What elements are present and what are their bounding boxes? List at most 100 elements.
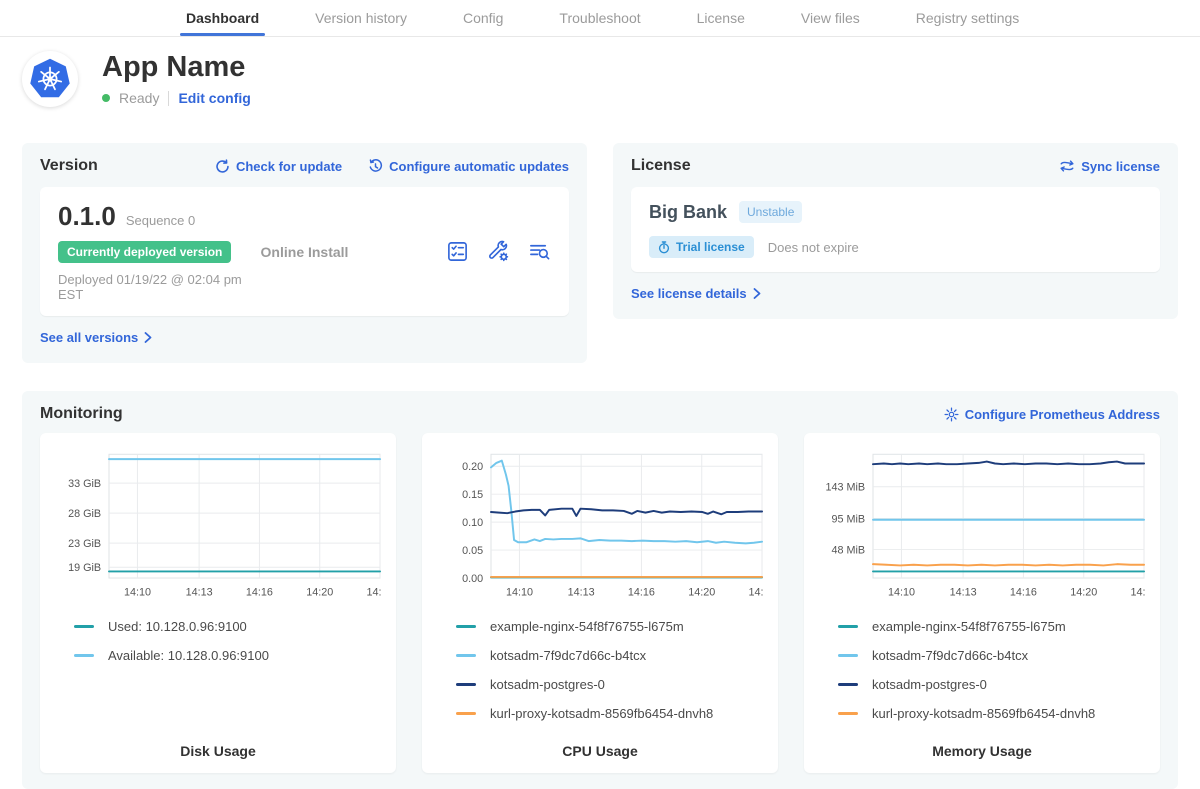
svg-text:14:13: 14:13 (950, 587, 977, 599)
svg-text:14:10: 14:10 (124, 587, 151, 599)
legend-label: kurl-proxy-kotsadm-8569fb6454-dnvh8 (490, 706, 713, 721)
svg-text:14:13: 14:13 (186, 587, 213, 599)
svg-text:14:20: 14:20 (306, 587, 333, 599)
sync-license-button[interactable]: Sync license (1059, 159, 1160, 174)
schedule-update-icon (368, 159, 383, 174)
legend-swatch (74, 654, 94, 657)
configure-automatic-updates-button[interactable]: Configure automatic updates (368, 159, 569, 174)
see-license-details-link[interactable]: See license details (631, 286, 761, 301)
legend-item: kurl-proxy-kotsadm-8569fb6454-dnvh8 (456, 706, 764, 721)
tab-view-files[interactable]: View files (801, 0, 860, 36)
legend-label: kotsadm-7f9dc7d66c-b4tcx (490, 648, 646, 663)
svg-text:0.20: 0.20 (462, 461, 483, 473)
logs-search-icon[interactable] (528, 240, 551, 263)
see-all-versions-link[interactable]: See all versions (40, 330, 152, 345)
svg-text:95 MiB: 95 MiB (832, 513, 866, 525)
deployed-timestamp: Deployed 01/19/22 @ 02:04 pm EST (58, 272, 261, 302)
legend-swatch (838, 712, 858, 715)
sequence-label: Sequence 0 (126, 213, 195, 228)
legend-label: kotsadm-postgres-0 (872, 677, 987, 692)
memory-usage-panel: 48 MiB95 MiB143 MiB14:1014:1314:1614:201… (804, 433, 1160, 773)
wrench-gear-icon[interactable] (487, 240, 510, 263)
divider (168, 91, 169, 106)
cpu-usage-legend: example-nginx-54f8f76755-l675m kotsadm-7f… (436, 619, 764, 721)
svg-text:23 GiB: 23 GiB (68, 538, 101, 550)
app-logo (22, 51, 78, 107)
cpu-usage-chart: 0.000.050.100.150.2014:1014:1314:1614:20… (436, 445, 764, 603)
top-nav: Dashboard Version history Config Trouble… (0, 0, 1200, 37)
version-card-title: Version (40, 157, 98, 175)
legend-label: example-nginx-54f8f76755-l675m (872, 619, 1066, 634)
legend-label: Used: 10.128.0.96:9100 (108, 619, 247, 634)
check-for-update-button[interactable]: Check for update (215, 159, 342, 174)
tab-version-history[interactable]: Version history (315, 0, 407, 36)
status-badge: Ready (119, 90, 159, 106)
svg-text:14:16: 14:16 (628, 587, 655, 599)
svg-text:14:20: 14:20 (688, 587, 715, 599)
legend-item: Used: 10.128.0.96:9100 (74, 619, 382, 634)
refresh-icon (215, 159, 230, 174)
svg-text:14:10: 14:10 (888, 587, 915, 599)
channel-badge: Unstable (739, 201, 802, 223)
legend-label: example-nginx-54f8f76755-l675m (490, 619, 684, 634)
legend-item: example-nginx-54f8f76755-l675m (456, 619, 764, 634)
legend-swatch (456, 712, 476, 715)
disk-usage-panel: 19 GiB 23 GiB 28 GiB 33 GiB 14:10 14:13 14:16 1… (40, 433, 396, 773)
disk-usage-chart: 19 GiB 23 GiB 28 GiB 33 GiB 14:10 14:13 14:16 1… (54, 445, 382, 603)
stopwatch-icon (658, 241, 670, 254)
status-dot (102, 94, 110, 102)
sync-arrows-icon (1059, 159, 1075, 173)
legend-label: kurl-proxy-kotsadm-8569fb6454-dnvh8 (872, 706, 1095, 721)
configure-prometheus-button[interactable]: Configure Prometheus Address (944, 407, 1160, 422)
svg-text:0.00: 0.00 (462, 573, 483, 585)
svg-text:14:23: 14:23 (749, 587, 764, 599)
gear-icon (944, 407, 959, 422)
svg-text:14:23: 14:23 (367, 587, 382, 599)
disk-usage-legend: Used: 10.128.0.96:9100 Available: 10.128.… (54, 619, 382, 663)
memory-usage-chart: 48 MiB95 MiB143 MiB14:1014:1314:1614:201… (818, 445, 1146, 603)
monitoring-card: Monitoring Configure Prometheus Address … (22, 391, 1178, 789)
license-details-panel: Big Bank Unstable Trial license Does not… (631, 187, 1160, 272)
tab-license[interactable]: License (697, 0, 745, 36)
svg-text:33 GiB: 33 GiB (68, 478, 101, 490)
version-number: 0.1.0 (58, 201, 116, 232)
svg-text:14:16: 14:16 (1010, 587, 1037, 599)
svg-text:14:16: 14:16 (246, 587, 273, 599)
kubernetes-icon (28, 57, 72, 101)
memory-usage-legend: example-nginx-54f8f76755-l675m kotsadm-7f… (818, 619, 1146, 721)
deployed-badge: Currently deployed version (58, 241, 231, 263)
svg-text:0.05: 0.05 (462, 545, 483, 557)
chevron-right-icon (144, 332, 152, 343)
svg-text:48 MiB: 48 MiB (832, 544, 866, 556)
legend-item: Available: 10.128.0.96:9100 (74, 648, 382, 663)
svg-text:14:23: 14:23 (1131, 587, 1146, 599)
legend-item: example-nginx-54f8f76755-l675m (838, 619, 1146, 634)
license-card: License Sync license Big Bank Unstable (613, 143, 1178, 319)
legend-item: kotsadm-7f9dc7d66c-b4tcx (838, 648, 1146, 663)
current-version-panel: 0.1.0 Sequence 0 Currently deployed vers… (40, 187, 569, 316)
tab-troubleshoot[interactable]: Troubleshoot (559, 0, 640, 36)
svg-text:19 GiB: 19 GiB (68, 562, 101, 574)
checklist-icon[interactable] (446, 240, 469, 263)
svg-text:0.10: 0.10 (462, 517, 483, 529)
edit-config-link[interactable]: Edit config (178, 90, 250, 106)
version-card: Version Check for update Configure au (22, 143, 587, 363)
tab-dashboard[interactable]: Dashboard (186, 0, 259, 36)
svg-text:143 MiB: 143 MiB (826, 482, 866, 494)
legend-item: kurl-proxy-kotsadm-8569fb6454-dnvh8 (838, 706, 1146, 721)
legend-item: kotsadm-postgres-0 (838, 677, 1146, 692)
tab-registry-settings[interactable]: Registry settings (916, 0, 1019, 36)
legend-swatch (74, 625, 94, 628)
tab-config[interactable]: Config (463, 0, 503, 36)
legend-swatch (838, 654, 858, 657)
svg-text:0.15: 0.15 (462, 489, 483, 501)
legend-label: Available: 10.128.0.96:9100 (108, 648, 269, 663)
cpu-usage-panel: 0.000.050.100.150.2014:1014:1314:1614:20… (422, 433, 778, 773)
legend-swatch (838, 625, 858, 628)
expiry-text: Does not expire (768, 240, 859, 255)
license-card-title: License (631, 157, 691, 175)
legend-item: kotsadm-postgres-0 (456, 677, 764, 692)
svg-text:28 GiB: 28 GiB (68, 508, 101, 520)
svg-text:14:10: 14:10 (506, 587, 533, 599)
legend-swatch (456, 654, 476, 657)
